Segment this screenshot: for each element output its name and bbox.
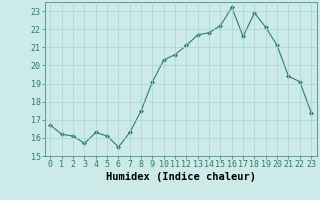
X-axis label: Humidex (Indice chaleur): Humidex (Indice chaleur) bbox=[106, 172, 256, 182]
